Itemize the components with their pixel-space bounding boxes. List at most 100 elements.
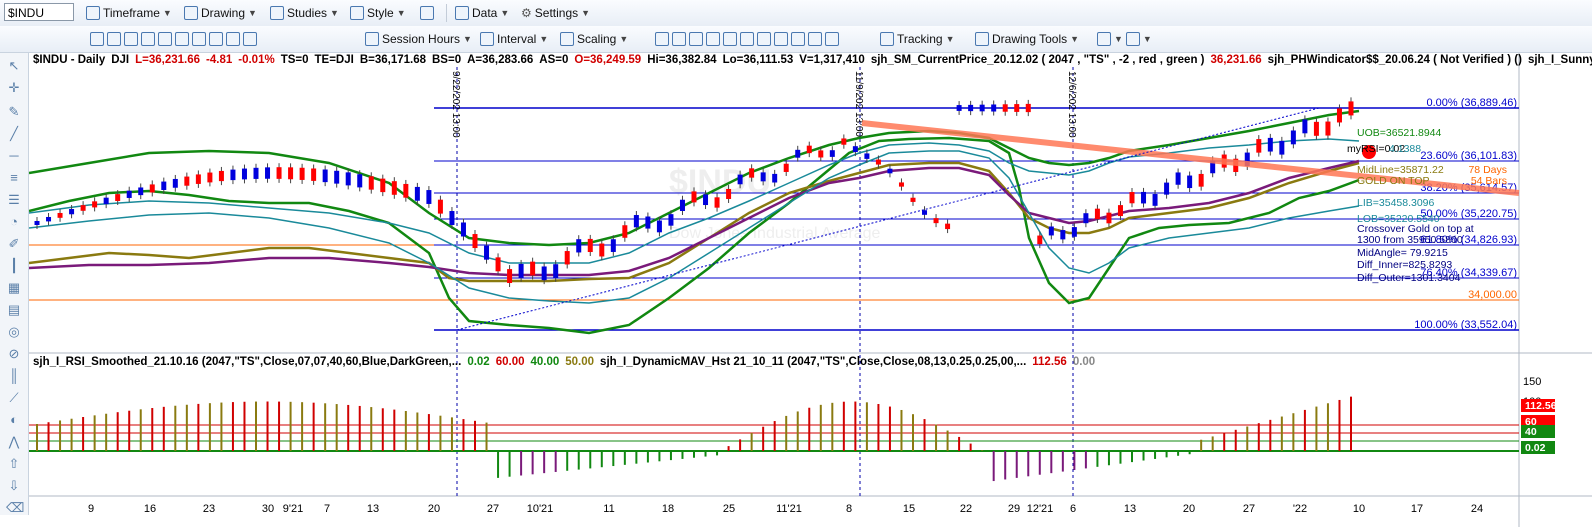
candle-body: [172, 178, 178, 188]
chart-type-icon[interactable]: [175, 32, 189, 46]
area-icon[interactable]: [757, 32, 771, 46]
session-vlines: 9/22/202 13:00 11/9/202 13:00 12/6/202 13:…: [450, 67, 1077, 496]
zoom-in-icon[interactable]: [791, 32, 805, 46]
band-label-days: 78 Days: [1468, 164, 1507, 176]
dot-icon[interactable]: [740, 32, 754, 46]
candle-body: [1267, 137, 1273, 152]
candle-icon[interactable]: [672, 32, 686, 46]
link-button[interactable]: [420, 4, 434, 22]
scaling-menu[interactable]: Scaling ▼: [560, 30, 628, 48]
eraser-icon[interactable]: ⌫: [6, 500, 25, 515]
data-menu[interactable]: Data ▼: [455, 4, 509, 22]
arrow-up-icon[interactable]: ⇧: [8, 456, 20, 471]
studies-menu[interactable]: Studies ▼: [270, 4, 339, 22]
zigzag-icon[interactable]: ⋀: [8, 434, 20, 449]
chart-area[interactable]: $INDU Dow Jones Industrial Average 0.00%…: [28, 53, 1592, 527]
candle-body: [357, 174, 363, 188]
bars-icon[interactable]: ║: [9, 368, 19, 383]
chevron-down-icon: ▼: [248, 8, 257, 18]
chevron-down-icon[interactable]: ▼: [1142, 34, 1152, 44]
candle-body: [576, 239, 582, 253]
timeframe-menu[interactable]: Timeframe ▼: [86, 4, 172, 22]
screenshot-icon[interactable]: [192, 32, 206, 46]
x-axis-label: 9'21: [283, 503, 303, 515]
bid-size-label: BS=0: [432, 54, 462, 66]
ohlc-icon[interactable]: [655, 32, 669, 46]
candle-body: [772, 173, 778, 183]
grid-icon[interactable]: [124, 32, 138, 46]
grid-icon[interactable]: ▦: [7, 280, 21, 295]
fib-label: 50.00% (35,220.75): [1420, 208, 1517, 220]
drawing-tools-menu[interactable]: Drawing Tools ▼: [975, 30, 1079, 48]
te-label: TE=DJI: [314, 54, 354, 66]
gann-icon[interactable]: ▤: [7, 302, 21, 317]
style-menu[interactable]: Style ▼: [350, 4, 406, 22]
interval-menu[interactable]: Interval ▼: [480, 30, 548, 48]
drawing-menu[interactable]: Drawing ▼: [184, 4, 257, 22]
indicator-icon[interactable]: [1125, 32, 1140, 46]
crosshair-icon[interactable]: [825, 32, 839, 46]
session-vline-label: 9/22/202 13:00: [450, 71, 461, 138]
pencil-icon[interactable]: ✎: [8, 104, 20, 119]
candle-body: [1302, 119, 1308, 134]
arc-icon[interactable]: ◔: [10, 214, 18, 229]
cycle-icon[interactable]: ◎: [8, 324, 20, 339]
vline-icon[interactable]: ┃: [10, 258, 18, 273]
candle-body: [956, 105, 962, 111]
data-icon: [455, 6, 469, 20]
symbol-input[interactable]: $INDU: [4, 3, 74, 21]
hollow-candle-icon[interactable]: [689, 32, 703, 46]
candle-body: [1094, 208, 1100, 220]
pct-change: -0.01%: [238, 54, 275, 66]
kagi-icon[interactable]: [774, 32, 788, 46]
zoom-out-icon[interactable]: [808, 32, 822, 46]
ask-label: A=36,283.66: [467, 54, 534, 66]
refresh-icon[interactable]: [90, 32, 104, 46]
candle-body: [795, 149, 801, 158]
candle-body: [1060, 230, 1066, 240]
arrow-down-icon[interactable]: ⇩: [8, 478, 20, 493]
pointer-icon[interactable]: ↖: [8, 58, 20, 73]
fib-icon[interactable]: ☰: [8, 192, 20, 207]
candles-icon[interactable]: [209, 32, 223, 46]
drawing-toolbar: ↖ ✛ ✎ ╱ ─ ≡ ☰ ◔ ✐ ┃ ▦ ▤ ◎ ⊘ ║ ⟋ ◐ ⋀ ⇧ ⇩ …: [0, 53, 29, 515]
candle-body: [276, 167, 282, 179]
x-axis-label: 6: [1070, 503, 1076, 515]
bar-icon[interactable]: [723, 32, 737, 46]
line-icon[interactable]: [706, 32, 720, 46]
bid-label: B=36,171.68: [359, 54, 426, 66]
tracking-menu[interactable]: Tracking ▼: [880, 30, 955, 48]
symbol-label: $INDU - Daily: [33, 54, 106, 66]
x-axis-label: 22: [960, 503, 972, 515]
trendline-icon[interactable]: ╱: [10, 126, 18, 141]
candle-body: [495, 257, 501, 272]
format-icon[interactable]: [243, 32, 257, 46]
bars-icon[interactable]: [226, 32, 240, 46]
link-icon[interactable]: [107, 32, 121, 46]
rsi-mid: 50.00: [565, 356, 595, 368]
settings-label: Settings: [534, 6, 579, 20]
price-chart[interactable]: $INDU Dow Jones Industrial Average 0.00%…: [28, 53, 1592, 527]
add-study-icon[interactable]: [1097, 32, 1111, 46]
chevron-down-icon[interactable]: ▼: [1114, 34, 1123, 44]
candle-body: [749, 168, 755, 178]
session-hours-menu[interactable]: Session Hours ▼: [365, 30, 472, 48]
band-label-din: Diff_Inner=825.8293: [1357, 259, 1452, 271]
text-icon[interactable]: ✐: [8, 236, 20, 251]
clock-icon[interactable]: [158, 32, 172, 46]
fan-icon[interactable]: ⟋: [9, 390, 19, 405]
zoom-icon[interactable]: [141, 32, 155, 46]
last-price: L=36,231.66: [135, 54, 201, 66]
bar-tools: [655, 30, 839, 48]
arc2-icon[interactable]: ◐: [10, 412, 18, 427]
ellipse-icon[interactable]: ⊘: [8, 346, 20, 361]
channel-icon[interactable]: ≡: [10, 170, 18, 185]
volume-label: V=1,317,410: [799, 54, 865, 66]
x-axis-label: 17: [1411, 503, 1423, 515]
x-axis-label: 23: [203, 503, 215, 515]
crosshair-icon[interactable]: ✛: [8, 80, 20, 95]
band-label-bars: 54 Bars: [1471, 175, 1507, 187]
settings-menu[interactable]: ⚙ Settings ▼: [521, 4, 590, 22]
hline-icon[interactable]: ─: [9, 148, 19, 163]
studies-icon: [270, 6, 284, 20]
